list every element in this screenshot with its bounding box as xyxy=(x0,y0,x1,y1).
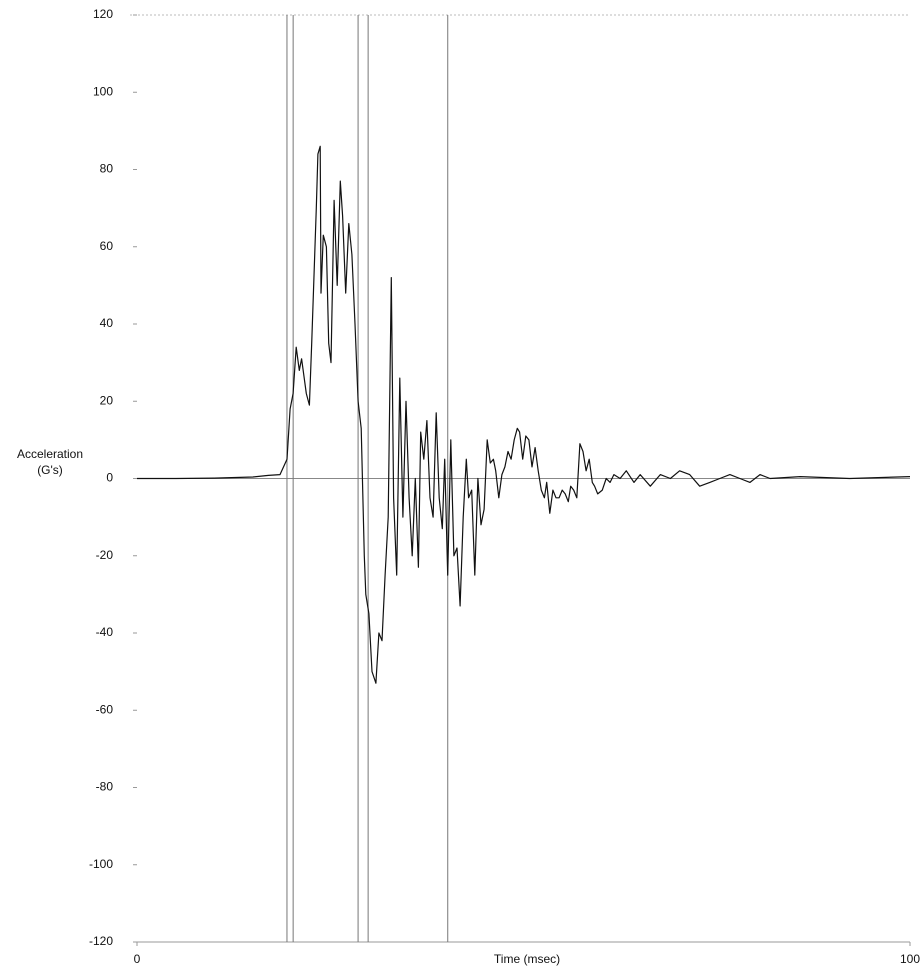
y-tick-label: 120 xyxy=(93,7,113,21)
x-tick-label: 100 xyxy=(900,952,920,966)
y-tick-label: -100 xyxy=(89,857,113,871)
y-tick-label: -80 xyxy=(96,780,114,794)
x-tick-label: 0 xyxy=(134,952,141,966)
y-tick-label: 40 xyxy=(100,316,114,330)
y-tick-label: -20 xyxy=(96,548,114,562)
y-axis-label: Acceleration xyxy=(17,447,83,461)
y-tick-label: -120 xyxy=(89,934,113,948)
y-tick-label: 20 xyxy=(100,393,114,407)
y-tick-label: -40 xyxy=(96,625,114,639)
y-tick-label: 0 xyxy=(106,471,113,485)
data-line xyxy=(137,145,911,684)
y-tick-label: 100 xyxy=(93,84,113,98)
y-tick-label: -60 xyxy=(96,702,114,716)
y-tick-label: 80 xyxy=(100,162,114,176)
x-axis-label: Time (msec) xyxy=(494,952,560,966)
y-axis-label: (G's) xyxy=(37,463,63,477)
y-tick-label: 60 xyxy=(100,239,114,253)
